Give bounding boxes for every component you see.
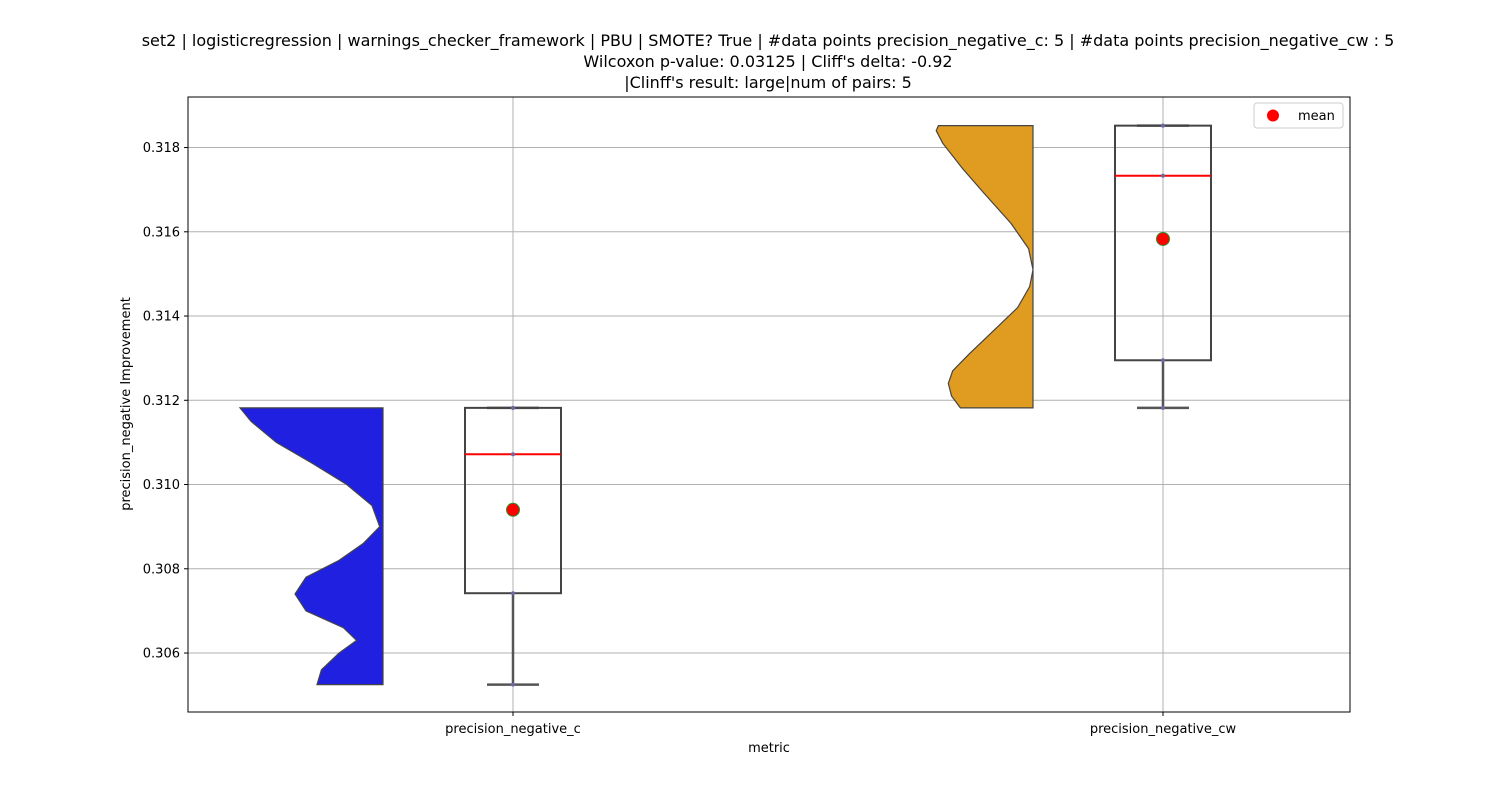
data-point (511, 682, 515, 687)
y-tick-label: 0.314 (143, 310, 180, 325)
y-tick-label: 0.306 (143, 647, 180, 662)
legend: mean (1253, 102, 1344, 129)
boxplot-precision_negative_c (464, 405, 562, 687)
boxplots (464, 123, 1212, 687)
chart-title-line-1: set2 | logisticregression | warnings_che… (142, 31, 1395, 51)
legend-frame (1253, 102, 1344, 129)
boxplot-precision_negative_cw (1114, 123, 1212, 410)
chart-title-line-2: Wilcoxon p-value: 0.03125 | Cliff's delt… (583, 52, 952, 71)
violins (238, 125, 1034, 686)
data-point (1161, 405, 1165, 410)
data-point (1161, 123, 1165, 128)
violin-precision_negative_c (238, 407, 384, 686)
x-tick-label: precision_negative_c (445, 722, 581, 737)
legend-mean-label: mean (1298, 109, 1335, 124)
x-axis-ticks: precision_negative_c precision_negative_c… (445, 712, 1237, 737)
y-tick-label: 0.318 (143, 141, 180, 156)
y-axis-label: precision_negative Improvement (119, 297, 134, 511)
mean-marker (506, 502, 520, 517)
x-tick-label: precision_negative_cw (1090, 722, 1237, 737)
y-tick-label: 0.316 (143, 225, 180, 240)
data-point (1161, 358, 1165, 363)
data-point (511, 591, 515, 596)
y-tick-label: 0.308 (143, 562, 180, 577)
legend-mean-marker (1267, 109, 1279, 122)
plot-frame (187, 96, 1351, 713)
mean-marker (1156, 231, 1170, 246)
x-axis-label: metric (748, 741, 790, 756)
y-tick-label: 0.312 (143, 394, 180, 409)
data-point (1161, 173, 1165, 178)
data-point (511, 405, 515, 410)
chart-title-line-3: |Clinff's result: large|num of pairs: 5 (624, 73, 912, 92)
y-tick-label: 0.310 (143, 478, 180, 493)
violin-precision_negative_cw (935, 125, 1034, 409)
y-axis-ticks: 0.306 0.308 0.310 0.312 0.314 0.316 0.318 (143, 141, 188, 662)
data-point (511, 452, 515, 457)
